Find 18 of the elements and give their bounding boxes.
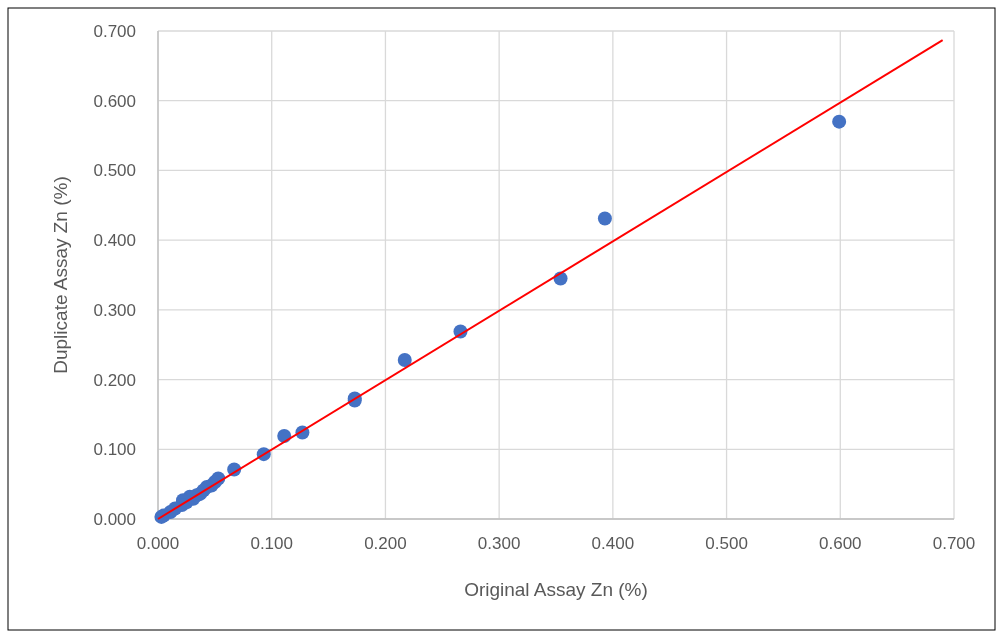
y-tick-label: 0.300 <box>93 300 136 320</box>
y-tick-label: 0.500 <box>93 161 136 181</box>
x-tick-label: 0.100 <box>250 534 293 553</box>
x-tick-label: 0.700 <box>932 534 976 553</box>
y-tick-label: 0.200 <box>93 370 136 390</box>
x-tick-label: 0.400 <box>591 534 635 553</box>
y-axis-title: Duplicate Assay Zn (%) <box>50 176 71 374</box>
y-tick-label: 0.400 <box>93 231 136 251</box>
x-tick-label: 0.500 <box>705 534 748 553</box>
y-tick-label: 0.100 <box>93 440 136 460</box>
y-tick-label: 0.700 <box>93 21 136 41</box>
y-tick-label: 0.600 <box>93 91 136 111</box>
x-tick-label: 0.600 <box>819 534 862 553</box>
x-tick-label: 0.000 <box>136 534 180 553</box>
x-tick-label: 0.200 <box>364 534 407 553</box>
x-axis-title: Original Assay Zn (%) <box>464 579 648 600</box>
x-tick-label: 0.300 <box>477 534 521 553</box>
y-tick-label: 0.000 <box>93 509 136 529</box>
